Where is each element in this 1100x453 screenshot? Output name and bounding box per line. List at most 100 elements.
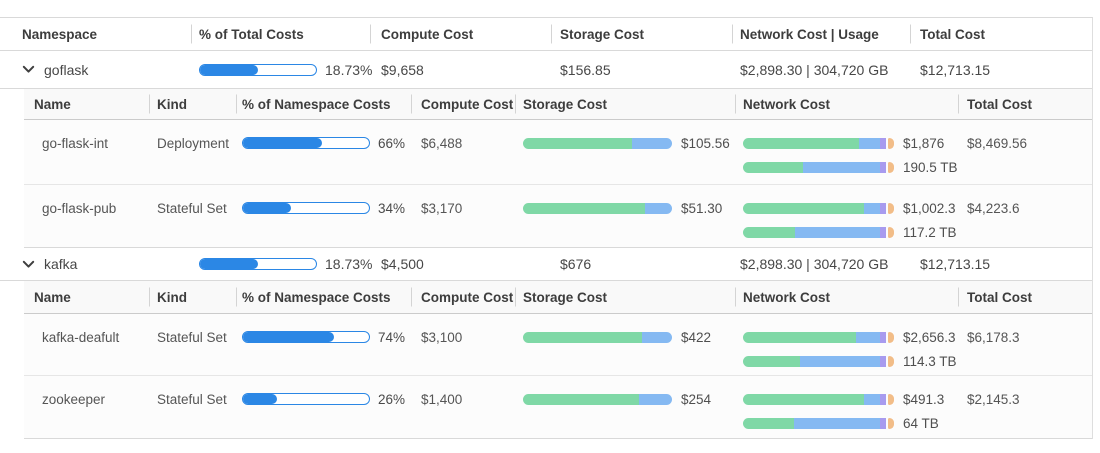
workload-total-cost: $2,145.3 (958, 376, 1092, 408)
workload-name-value: go-flask-pub (42, 200, 117, 216)
percent-bar (199, 63, 317, 76)
stacked-bar (743, 161, 894, 173)
stacked-bar (743, 393, 894, 405)
inner-header-cell: Compute Cost (411, 97, 515, 112)
workload-network-cell: $2,656.3 114.3 TB (735, 314, 958, 370)
percent-bar-line: 34% (242, 199, 411, 217)
outer-header-cell: Compute Cost (370, 27, 551, 42)
stacked-bar-line: $254 (523, 390, 735, 408)
inner-header-cell: Kind (149, 290, 236, 305)
namespace-row[interactable]: kafka 18.73% $4,500 $676 $2,898.30 | 304,720… (0, 248, 1092, 281)
workload-row[interactable]: go-flask-int Deployment 66% $6,488 $105.56 $1… (24, 120, 1092, 185)
bar-segment (794, 417, 880, 429)
percent-label: 18.73% (325, 61, 373, 78)
bar-segment (743, 417, 794, 429)
percent-bar-line: 18.73% (199, 255, 372, 273)
workload-compute-cost-value: $3,170 (421, 200, 463, 216)
workload-storage-cell: $422 (515, 314, 735, 346)
workload-kind-value: Stateful Set (157, 391, 227, 407)
outer-header-cell: Storage Cost (551, 27, 732, 42)
chevron-down-icon[interactable] (22, 65, 35, 74)
inner-header-cell: Compute Cost (411, 290, 515, 305)
workload-row[interactable]: go-flask-pub Stateful Set 34% $3,170 $51.30 $… (24, 185, 1092, 247)
bar-segment (888, 137, 894, 149)
bar-segment (743, 393, 864, 405)
bar-segment (864, 393, 880, 405)
stacked-bar (743, 355, 894, 367)
percent-bar-fill (243, 332, 334, 342)
workload-table: Name Kind % of Namespace Costs Compute Cost… (24, 89, 1092, 248)
outer-header-label: Compute Cost (381, 26, 474, 42)
workload-compute-cost: $6,488 (411, 120, 515, 152)
network-usage-label: 190.5 TB (903, 159, 958, 175)
network-usage-label: 117.2 TB (903, 224, 957, 240)
stacked-bar-line: $422 (523, 328, 735, 346)
bar-segment (880, 226, 886, 238)
workload-total-cost-value: $4,223.6 (967, 200, 1020, 216)
percent-bar (242, 331, 370, 343)
inner-header-cell: Total Cost (958, 97, 1092, 112)
workload-percent-cell: 34% (236, 185, 411, 217)
bar-segment (743, 161, 803, 173)
storage-cost-label: $422 (681, 329, 712, 345)
namespace-network-cost-usage-value: $2,898.30 | 304,720 GB (740, 61, 889, 78)
namespace-total-cost: $12,713.15 (910, 255, 1092, 273)
percent-bar-fill (243, 138, 323, 148)
namespace-name: kafka (44, 256, 78, 272)
inner-header-cell: Storage Cost (515, 290, 735, 305)
namespace-storage-cost-value: $156.85 (560, 61, 611, 78)
workload-row[interactable]: kafka-deafult Stateful Set 74% $3,100 $422 $2… (24, 314, 1092, 376)
namespace-total-cost-value: $12,713.15 (920, 61, 991, 78)
stacked-bar-line: $491.3 (743, 390, 958, 408)
workload-total-cost: $8,469.56 (958, 120, 1092, 152)
namespace-name-cell: goflask (0, 62, 191, 78)
percent-bar-fill (200, 64, 258, 75)
percent-bar (199, 258, 317, 270)
stacked-bar-line: 64 TB (743, 414, 958, 432)
storage-cost-label: $254 (681, 391, 712, 407)
workload-name: kafka-deafult (24, 314, 149, 346)
inner-header-label: % of Namespace Costs (242, 96, 391, 112)
bar-segment (880, 393, 886, 405)
inner-header-cell: Name (24, 290, 149, 305)
workload-kind: Deployment (149, 120, 236, 152)
namespace-total-cost-value: $12,713.15 (920, 256, 991, 272)
workload-compute-cost: $1,400 (411, 376, 515, 408)
namespace-storage-cost: $156.85 (551, 61, 732, 79)
storage-cost-label: $51.30 (681, 200, 723, 216)
chevron-down-icon[interactable] (22, 260, 35, 269)
bar-segment (888, 226, 894, 238)
percent-label: 18.73% (325, 256, 373, 272)
inner-header-label: Storage Cost (523, 96, 608, 112)
percent-bar-line: 26% (242, 390, 411, 408)
inner-header-label: Name (34, 289, 71, 305)
namespace-storage-cost: $676 (551, 255, 732, 273)
workload-compute-cost-value: $1,400 (421, 391, 463, 407)
bar-segment (888, 331, 894, 343)
bar-segment (642, 331, 672, 343)
percent-label: 74% (378, 329, 406, 345)
stacked-bar (743, 331, 894, 343)
namespace-name-cell: kafka (0, 256, 191, 272)
namespace-network-cost-usage: $2,898.30 | 304,720 GB (732, 255, 910, 273)
percent-label: 34% (378, 200, 406, 216)
workload-table: Name Kind % of Namespace Costs Compute Cost… (24, 281, 1092, 439)
bar-segment (880, 417, 886, 429)
bar-segment (888, 161, 894, 173)
stacked-bar (743, 417, 894, 429)
percent-bar-line: 74% (242, 328, 411, 346)
workload-total-cost: $4,223.6 (958, 185, 1092, 217)
namespace-total-cost: $12,713.15 (910, 61, 1092, 79)
bar-segment (743, 137, 859, 149)
stacked-bar (523, 393, 672, 405)
bar-segment (888, 202, 894, 214)
namespace-row[interactable]: goflask 18.73% $9,658 $156.85 $2,898.30 | 30… (0, 51, 1092, 89)
bar-segment (523, 331, 642, 343)
bar-segment (743, 355, 800, 367)
inner-header-cell: % of Namespace Costs (236, 290, 411, 305)
network-cost-label: $1,002.3 (903, 200, 956, 216)
inner-header-label: Storage Cost (523, 289, 608, 305)
workload-storage-cell: $51.30 (515, 185, 735, 217)
stacked-bar-line: 117.2 TB (743, 223, 958, 241)
workload-row[interactable]: zookeeper Stateful Set 26% $1,400 $254 $491.3… (24, 376, 1092, 438)
